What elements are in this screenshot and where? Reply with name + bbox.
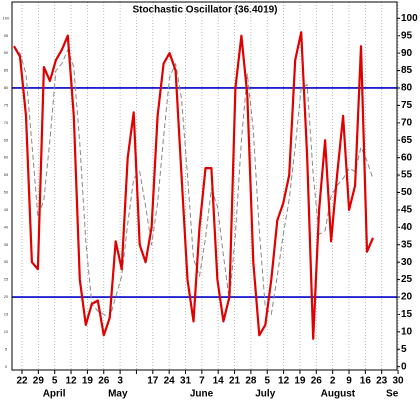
y-tick-label: 80 bbox=[401, 83, 413, 94]
x-tick-label: 14 bbox=[213, 376, 225, 387]
x-tick-label: 30 bbox=[392, 376, 404, 387]
y-tick-label: 10 bbox=[401, 327, 413, 338]
y-tick-label: 25 bbox=[401, 274, 413, 285]
y-tick-label: 35 bbox=[401, 239, 413, 250]
y-tick-label-left: 10 bbox=[4, 329, 9, 334]
month-label: Se bbox=[386, 389, 399, 400]
x-tick-label: 7 bbox=[199, 376, 205, 387]
x-tick-label: 12 bbox=[65, 376, 77, 387]
y-tick-label-left: 100 bbox=[3, 15, 10, 20]
y-tick-label: 30 bbox=[401, 257, 413, 268]
x-tick-label: 12 bbox=[278, 376, 290, 387]
x-tick-label: 29 bbox=[33, 376, 45, 387]
x-tick-label: 24 bbox=[164, 376, 176, 387]
y-tick-label-left: 55 bbox=[4, 172, 9, 177]
x-tick-label: 23 bbox=[376, 376, 388, 387]
x-tick-label: 26 bbox=[311, 376, 323, 387]
month-label: April bbox=[43, 389, 66, 400]
y-tick-label-left: 45 bbox=[4, 207, 9, 212]
month-label: August bbox=[321, 389, 356, 400]
x-tick-label: 26 bbox=[98, 376, 110, 387]
y-tick-label-left: 50 bbox=[4, 190, 9, 195]
y-tick-label: 55 bbox=[401, 170, 413, 181]
y-tick-label: 40 bbox=[401, 222, 413, 233]
series-line bbox=[13, 45, 374, 319]
y-tick-label: 100 bbox=[401, 13, 418, 24]
x-tick-label: 2 bbox=[330, 376, 336, 387]
y-tick-label: 90 bbox=[401, 48, 413, 59]
x-tick-label: 16 bbox=[360, 376, 372, 387]
x-tick-label: 21 bbox=[229, 376, 241, 387]
y-tick-label: 65 bbox=[401, 135, 413, 146]
month-label: July bbox=[255, 389, 275, 400]
y-tick-label-left: 85 bbox=[4, 68, 9, 73]
y-tick-label: 20 bbox=[401, 292, 413, 303]
x-tick-label: 17 bbox=[147, 376, 159, 387]
y-tick-label: 75 bbox=[401, 100, 413, 111]
y-tick-label-left: 80 bbox=[4, 85, 9, 90]
x-tick-label: 5 bbox=[264, 376, 270, 387]
x-tick-label: 19 bbox=[294, 376, 306, 387]
y-tick-label: 50 bbox=[401, 187, 413, 198]
y-tick-label-left: 95 bbox=[4, 33, 9, 38]
y-tick-label-left: 65 bbox=[4, 137, 9, 142]
y-tick-label-left: 15 bbox=[4, 312, 9, 317]
x-tick-label: 31 bbox=[180, 376, 192, 387]
plot-frame bbox=[11, 1, 398, 371]
x-tick-label: 3 bbox=[117, 376, 123, 387]
x-tick-label: 22 bbox=[16, 376, 28, 387]
y-tick-label-left: 20 bbox=[4, 294, 9, 299]
x-tick-label: 5 bbox=[52, 376, 58, 387]
y-tick-label: 0 bbox=[401, 361, 407, 372]
month-label: May bbox=[108, 389, 128, 400]
y-tick-label: 45 bbox=[401, 205, 413, 216]
chart-title: Stochastic Oscillator (36.4019) bbox=[132, 5, 277, 16]
y-tick-label-left: 70 bbox=[4, 120, 9, 125]
y-tick-label-left: 40 bbox=[4, 224, 9, 229]
month-label: June bbox=[190, 389, 214, 400]
y-tick-label: 95 bbox=[401, 30, 413, 41]
y-tick-label: 85 bbox=[401, 65, 413, 76]
y-tick-label: 70 bbox=[401, 117, 413, 128]
y-tick-label-left: 5 bbox=[5, 346, 8, 351]
y-tick-label-left: 35 bbox=[4, 242, 9, 247]
y-tick-label-left: 90 bbox=[4, 50, 9, 55]
y-tick-label-left: 30 bbox=[4, 259, 9, 264]
y-tick-label: 15 bbox=[401, 309, 413, 320]
series-line bbox=[13, 31, 375, 340]
y-tick-label-left: 0 bbox=[5, 364, 8, 369]
y-tick-label-left: 75 bbox=[4, 102, 9, 107]
y-tick-label-left: 25 bbox=[4, 277, 9, 282]
y-tick-label: 60 bbox=[401, 152, 413, 163]
x-tick-label: 19 bbox=[82, 376, 94, 387]
x-tick-label: 9 bbox=[346, 376, 352, 387]
y-tick-label-left: 60 bbox=[4, 155, 9, 160]
x-tick-label: 28 bbox=[245, 376, 257, 387]
y-tick-label: 5 bbox=[401, 344, 407, 355]
